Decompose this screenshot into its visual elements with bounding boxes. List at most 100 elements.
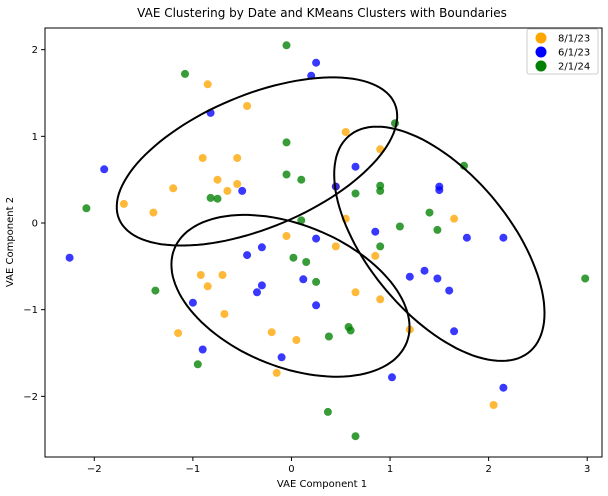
- data-point: [213, 175, 222, 184]
- data-point: [193, 360, 202, 369]
- data-point: [450, 327, 459, 336]
- data-point: [435, 186, 444, 195]
- data-point: [282, 41, 291, 50]
- data-point: [433, 274, 442, 283]
- data-point: [581, 274, 590, 283]
- data-point: [376, 186, 385, 195]
- data-point: [499, 233, 508, 242]
- data-point: [149, 208, 158, 217]
- y-tick-label: −1: [23, 305, 38, 316]
- data-point: [218, 271, 227, 279]
- data-point: [282, 232, 291, 240]
- legend-marker: [535, 46, 547, 58]
- x-tick-label: −1: [186, 464, 201, 475]
- data-point: [376, 242, 385, 251]
- cluster-boundary-ellipse: [170, 213, 411, 378]
- data-point: [206, 193, 215, 202]
- x-tick-label: 0: [288, 464, 294, 475]
- data-point: [371, 251, 380, 260]
- data-point: [297, 175, 306, 184]
- data-point: [277, 353, 286, 362]
- data-point: [257, 281, 266, 290]
- data-point: [213, 194, 222, 203]
- data-point: [100, 165, 109, 174]
- plot-frame: [44, 27, 603, 458]
- data-point: [299, 275, 308, 284]
- data-point: [351, 162, 360, 171]
- data-point: [302, 258, 311, 266]
- data-point: [499, 383, 508, 392]
- data-point: [238, 186, 247, 195]
- y-tick-label: 1: [32, 132, 38, 143]
- y-tick-label: 2: [32, 45, 38, 56]
- data-point: [119, 199, 128, 208]
- legend-marker: [535, 60, 547, 72]
- data-point: [181, 69, 189, 78]
- data-point: [331, 242, 340, 251]
- data-point: [169, 184, 178, 193]
- x-tick-label: 3: [584, 464, 590, 475]
- data-point: [220, 310, 229, 318]
- data-point: [425, 208, 434, 217]
- data-point: [312, 234, 321, 243]
- cluster-boundary-ellipse: [115, 76, 399, 247]
- y-axis-label: VAE Component 2: [5, 197, 16, 287]
- x-axis-label: VAE Component 1: [277, 479, 367, 490]
- data-point: [312, 277, 321, 286]
- data-point: [267, 328, 276, 337]
- legend-marker: [535, 32, 547, 44]
- data-point: [351, 432, 360, 441]
- data-point: [450, 214, 459, 223]
- data-point: [445, 286, 454, 295]
- data-point: [351, 189, 360, 198]
- data-point: [203, 282, 212, 291]
- data-point: [196, 271, 205, 279]
- x-tick-label: 2: [485, 464, 491, 475]
- data-point: [395, 222, 404, 231]
- data-point: [312, 58, 321, 67]
- data-point: [297, 216, 306, 225]
- data-point: [188, 298, 197, 307]
- x-tick-label: 1: [387, 464, 393, 475]
- data-point: [323, 407, 332, 416]
- data-point: [462, 233, 471, 242]
- data-point: [257, 243, 266, 252]
- data-point: [203, 80, 212, 89]
- data-point: [198, 345, 207, 354]
- data-point: [376, 295, 385, 304]
- data-point: [388, 373, 396, 382]
- legend-label: 2/1/24: [558, 62, 590, 73]
- data-point: [253, 288, 261, 297]
- data-point: [243, 102, 252, 110]
- data-point: [371, 227, 380, 236]
- data-point: [223, 186, 232, 195]
- y-axis: −2 −1 0 1 2: [23, 45, 45, 403]
- data-point: [198, 154, 207, 162]
- data-point: [324, 332, 333, 341]
- y-tick-label: −2: [23, 392, 38, 403]
- x-axis: −2 −1 0 1 2 3: [87, 457, 590, 475]
- legend-label: 6/1/23: [558, 48, 590, 59]
- data-point: [151, 286, 160, 295]
- data-point: [292, 336, 301, 344]
- data-point: [272, 368, 281, 377]
- data-point: [233, 154, 242, 162]
- y-tick-label: 0: [32, 219, 38, 230]
- data-point: [233, 180, 242, 188]
- data-point: [289, 253, 298, 262]
- data-point: [65, 253, 74, 262]
- data-point: [346, 326, 355, 335]
- data-point: [489, 401, 498, 409]
- data-point: [405, 272, 414, 281]
- data-point: [341, 128, 350, 136]
- data-point: [243, 251, 252, 260]
- data-point: [433, 225, 442, 234]
- chart-title: VAE Clustering by Date and KMeans Cluste…: [137, 6, 507, 20]
- cluster-boundary-layer: [115, 76, 546, 378]
- data-point: [174, 329, 183, 338]
- data-point: [312, 301, 321, 310]
- x-tick-label: −2: [87, 464, 102, 475]
- data-point: [82, 204, 91, 213]
- legend-label: 8/1/23: [558, 34, 590, 45]
